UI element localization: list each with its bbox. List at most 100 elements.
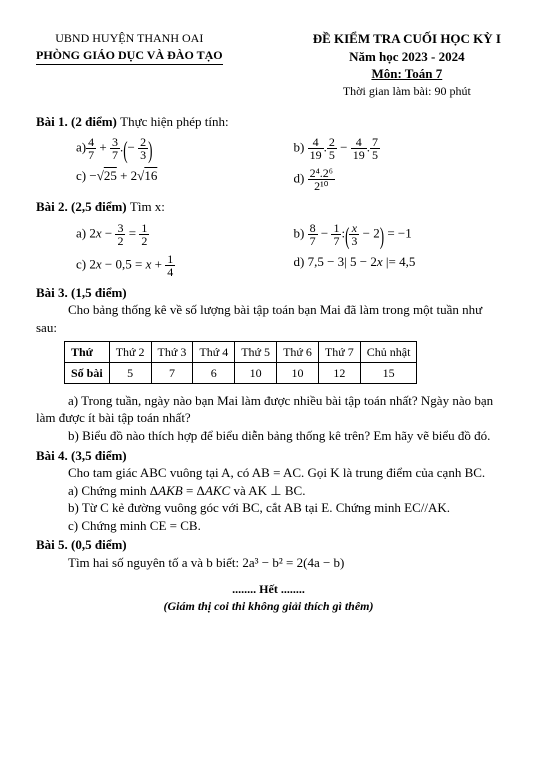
text: = Δ [183, 483, 205, 498]
bai4-b: b) Từ C kẻ đường vuông góc với BC, cắt A… [36, 499, 501, 517]
den: 4 [165, 266, 175, 278]
bai4: Bài 4. (3,5 điểm) Cho tam giác ABC vuông… [36, 447, 501, 535]
footer-note: (Giám thị coi thi không giải thích gì th… [36, 598, 501, 614]
triangle-name: AKB [158, 483, 183, 498]
op: + [151, 256, 165, 271]
duration-line: Thời gian làm bài: 90 phút [313, 83, 501, 99]
den: 7 [110, 149, 120, 161]
table-cell: 10 [277, 362, 319, 383]
table-cell: Thứ 2 [109, 341, 151, 362]
den: 3 [349, 235, 359, 247]
header-left: UBND HUYỆN THANH OAI PHÒNG GIÁO DỤC VÀ Đ… [36, 30, 223, 99]
op: = −1 [384, 225, 412, 240]
table-cell: 6 [193, 362, 235, 383]
den: 19 [351, 149, 367, 161]
bai1-b-prefix: b) [294, 140, 308, 155]
bai3-qb: b) Biểu đồ nào thích hợp để biểu diễn bả… [36, 427, 501, 445]
bai1-c-prefix: c) − [76, 168, 97, 183]
table-cell: Thứ 4 [193, 341, 235, 362]
bai1-title: Bài 1. (2 điểm) [36, 114, 120, 129]
den: 5 [327, 149, 337, 161]
subject-line: Môn: Toán 7 [313, 65, 501, 83]
sqrt-arg: 16 [144, 168, 157, 183]
den: 2¹⁰ [308, 180, 335, 192]
op: = [125, 225, 139, 240]
bai3-title: Bài 3. (1,5 điểm) [36, 284, 501, 302]
bai4-intro: Cho tam giác ABC vuông tại A, có AB = AC… [36, 464, 501, 482]
sqrt-arg: 25 [104, 168, 117, 183]
den: 7 [86, 149, 96, 161]
op: − 0,5 = [102, 256, 146, 271]
table-cell: Thứ 6 [277, 341, 319, 362]
num: 1 [165, 253, 175, 266]
text: a) 2 [76, 225, 96, 240]
op: − [318, 225, 332, 240]
den: 3 [138, 149, 148, 161]
bai3-intro: Cho bảng thống kê về số lượng bài tập to… [36, 301, 501, 336]
triangle-name: AKC [205, 483, 230, 498]
table-cell: Thứ 7 [318, 341, 360, 362]
bai2-a: a) 2x − 32 = 12 [36, 222, 284, 247]
table-cell: Thứ 3 [151, 341, 193, 362]
bai5-title: Bài 5. (0,5 điểm) [36, 536, 501, 554]
bai1-d-prefix: d) [294, 171, 308, 186]
text: c) 2 [76, 256, 96, 271]
table-cell: 10 [235, 362, 277, 383]
bai3-table: Thứ Thứ 2 Thứ 3 Thứ 4 Thứ 5 Thứ 6 Thứ 7 … [64, 341, 417, 384]
table-cell: Thứ 5 [235, 341, 277, 362]
bai2: Bài 2. (2,5 điểm) Tìm x: a) 2x − 32 = 12… [36, 198, 501, 278]
bai1-c-mid: + 2 [117, 168, 137, 183]
bai1-d: d) 2⁴.2⁶2¹⁰ [284, 167, 502, 192]
num: 1 [331, 222, 341, 235]
table-row: Số bài 5 7 6 10 10 12 15 [65, 362, 417, 383]
bai2-title: Bài 2. (2,5 điểm) [36, 199, 130, 214]
table-row: Thứ Thứ 2 Thứ 3 Thứ 4 Thứ 5 Thứ 6 Thứ 7 … [65, 341, 417, 362]
bai3-qa: a) Trong tuần, ngày nào bạn Mai làm được… [36, 392, 501, 427]
num: 1 [139, 222, 149, 235]
bai2-b: b) 87 − 17:(x3 − 2) = −1 [284, 222, 502, 247]
bai5-text: Tìm hai số nguyên tố a và b biết: 2a³ − … [36, 554, 501, 572]
bai1-a-prefix: a) [76, 140, 86, 155]
bai1-a: a)47 + 37.(− 23) [36, 136, 284, 161]
department-line: PHÒNG GIÁO DỤC VÀ ĐÀO TẠO [36, 47, 223, 65]
document-header: UBND HUYỆN THANH OAI PHÒNG GIÁO DỤC VÀ Đ… [36, 30, 501, 99]
num: x [349, 222, 359, 235]
text: |= 4,5 [383, 254, 416, 269]
bai1: Bài 1. (2 điểm) Thực hiện phép tính: a)4… [36, 113, 501, 193]
row-header: Thứ [65, 341, 110, 362]
op: − [102, 225, 116, 240]
bai1-b: b) 419.25 − 419.75 [284, 136, 502, 161]
table-cell: 15 [360, 362, 417, 383]
authority-line: UBND HUYỆN THANH OAI [36, 30, 223, 46]
text: và AK ⊥ BC. [230, 483, 305, 498]
row-header: Số bài [65, 362, 110, 383]
bai3: Bài 3. (1,5 điểm) Cho bảng thống kê về s… [36, 284, 501, 445]
bai2-c: c) 2x − 0,5 = x + 14 [36, 253, 284, 278]
exam-title: ĐỀ KIỂM TRA CUỐI HỌC KỲ I [313, 30, 501, 48]
text: b) [294, 225, 308, 240]
op: − 2 [359, 225, 379, 240]
table-cell: 7 [151, 362, 193, 383]
bai2-instr: Tìm x: [130, 199, 165, 214]
den: 7 [331, 235, 341, 247]
bai4-a: a) Chứng minh ΔAKB = ΔAKC và AK ⊥ BC. [36, 482, 501, 500]
bai4-title: Bài 4. (3,5 điểm) [36, 447, 501, 465]
table-cell: 12 [318, 362, 360, 383]
table-cell: 5 [109, 362, 151, 383]
den: 2 [139, 235, 149, 247]
den: 7 [308, 235, 318, 247]
table-cell: Chủ nhật [360, 341, 417, 362]
bai2-d: d) 7,5 − 3| 5 − 2x |= 4,5 [284, 253, 502, 278]
den: 5 [370, 149, 380, 161]
text: d) 7,5 − 3| 5 − 2 [294, 254, 377, 269]
den: 19 [308, 149, 324, 161]
bai1-instr: Thực hiện phép tính: [120, 114, 229, 129]
den: 2 [115, 235, 125, 247]
header-right: ĐỀ KIỂM TRA CUỐI HỌC KỲ I Năm học 2023 -… [313, 30, 501, 99]
bai1-c: c) −√25 + 2√16 [36, 167, 284, 192]
num: 3 [115, 222, 125, 235]
school-year: Năm học 2023 - 2024 [313, 48, 501, 66]
text: a) Chứng minh Δ [68, 483, 158, 498]
bai4-c: c) Chứng minh CE = CB. [36, 517, 501, 535]
footer-end: ........ Hết ........ [36, 581, 501, 597]
